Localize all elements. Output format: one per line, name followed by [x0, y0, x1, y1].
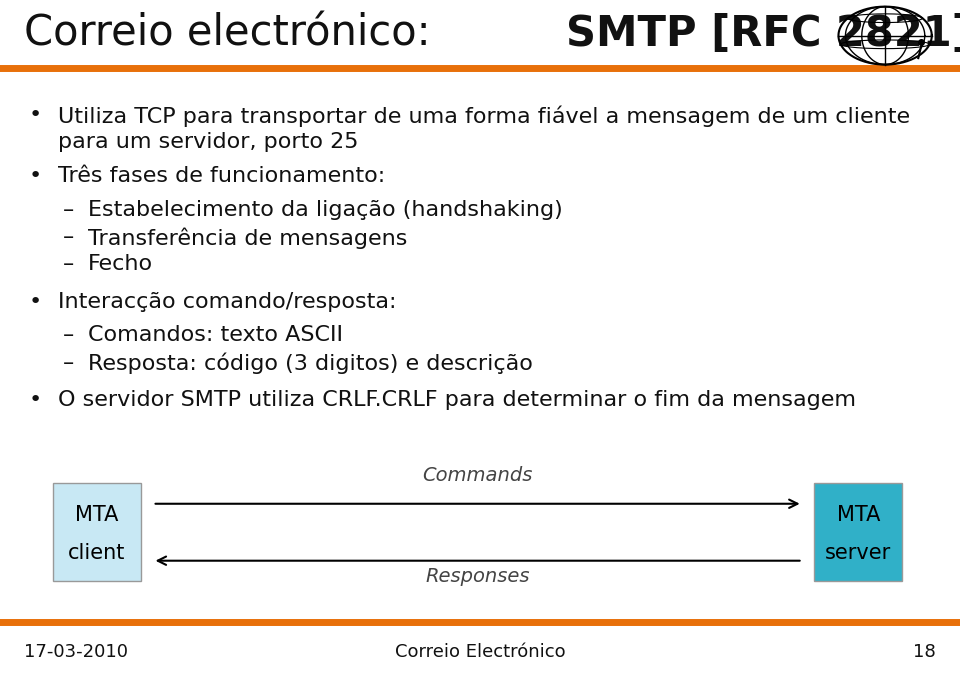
- Text: server: server: [825, 542, 892, 563]
- Text: 18: 18: [913, 643, 936, 661]
- Text: Resposta: código (3 digitos) e descrição: Resposta: código (3 digitos) e descrição: [88, 353, 533, 374]
- Text: •: •: [29, 390, 42, 410]
- Text: O servidor SMTP utiliza CRLF.CRLF para determinar o fim da mensagem: O servidor SMTP utiliza CRLF.CRLF para d…: [58, 390, 855, 410]
- Text: Correio Electrónico: Correio Electrónico: [395, 643, 565, 661]
- Text: Comandos: texto ASCII: Comandos: texto ASCII: [88, 325, 344, 345]
- Text: client: client: [68, 542, 126, 563]
- FancyBboxPatch shape: [814, 483, 902, 581]
- Text: •: •: [29, 292, 42, 311]
- Text: •: •: [29, 166, 42, 186]
- Text: Correio electrónico:: Correio electrónico:: [24, 13, 444, 55]
- Text: MTA: MTA: [836, 505, 880, 525]
- Text: Responses: Responses: [425, 567, 530, 586]
- Text: Estabelecimento da ligação (handshaking): Estabelecimento da ligação (handshaking): [88, 200, 564, 220]
- Text: Transferência de mensagens: Transferência de mensagens: [88, 227, 408, 249]
- Text: –: –: [62, 325, 74, 345]
- Text: MTA: MTA: [75, 505, 119, 525]
- Text: Utiliza TCP para transportar de uma forma fiável a mensagem de um cliente
para u: Utiliza TCP para transportar de uma form…: [58, 105, 910, 152]
- Text: –: –: [62, 254, 74, 274]
- Text: –: –: [62, 227, 74, 247]
- Text: •: •: [29, 105, 42, 125]
- Text: Commands: Commands: [422, 466, 533, 485]
- FancyBboxPatch shape: [53, 483, 141, 581]
- Text: Três fases de funcionamento:: Três fases de funcionamento:: [58, 166, 385, 186]
- Text: 17-03-2010: 17-03-2010: [24, 643, 128, 661]
- Text: Interacção comando/resposta:: Interacção comando/resposta:: [58, 292, 396, 311]
- Text: Fecho: Fecho: [88, 254, 154, 274]
- Text: SMTP [RFC 2821]: SMTP [RFC 2821]: [565, 13, 960, 55]
- Text: –: –: [62, 200, 74, 220]
- Text: –: –: [62, 353, 74, 372]
